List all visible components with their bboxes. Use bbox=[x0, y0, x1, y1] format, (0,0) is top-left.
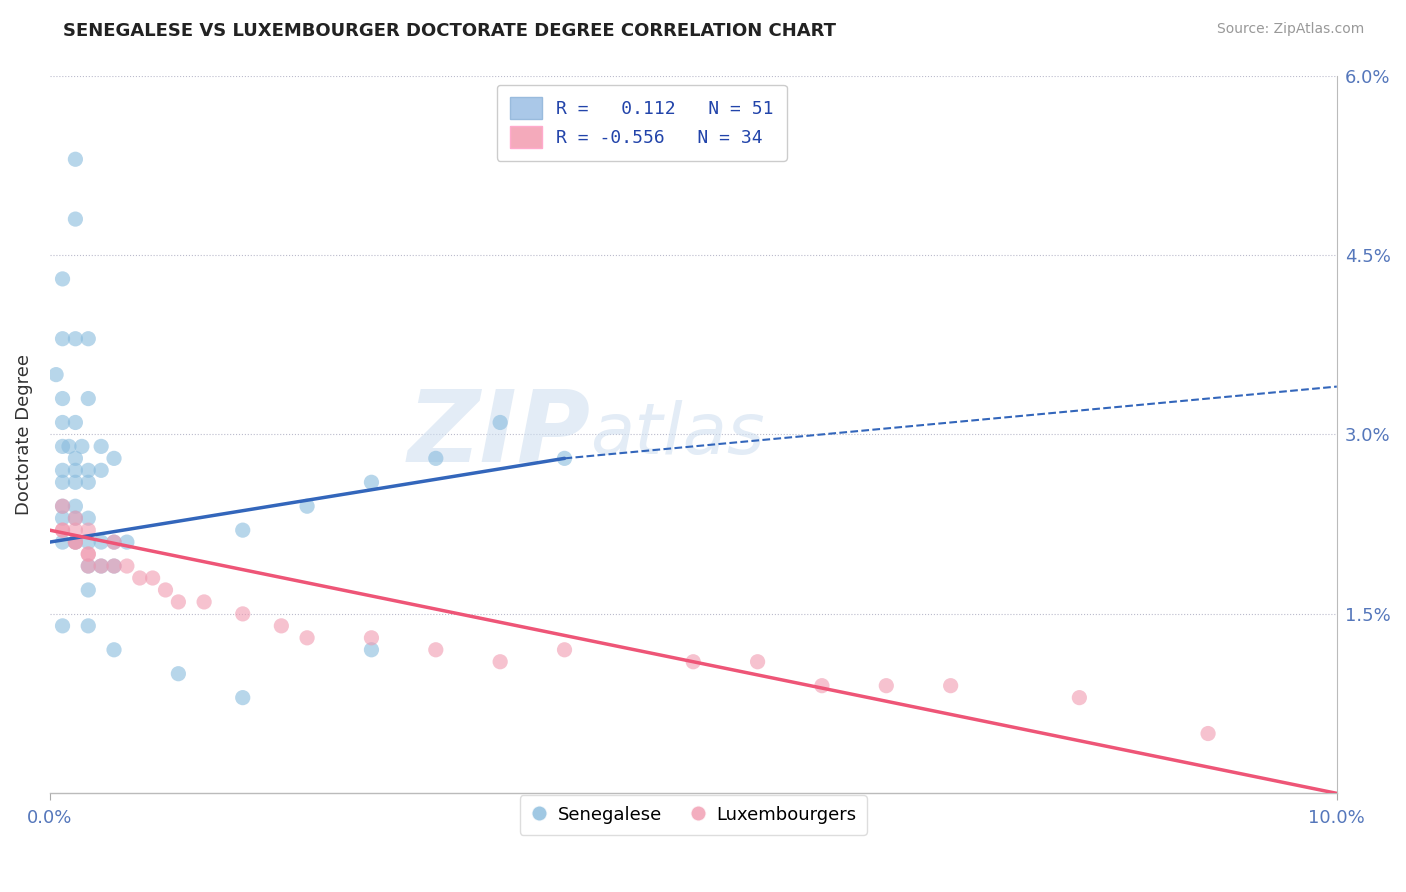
Text: atlas: atlas bbox=[591, 400, 765, 469]
Point bbox=[65, 511, 87, 525]
Point bbox=[167, 595, 190, 609]
Point bbox=[295, 631, 318, 645]
Point bbox=[103, 535, 125, 549]
Point bbox=[51, 475, 73, 490]
Point bbox=[270, 619, 292, 633]
Point bbox=[77, 547, 100, 561]
Point bbox=[747, 655, 769, 669]
Point bbox=[425, 451, 447, 466]
Point bbox=[103, 559, 125, 574]
Point bbox=[77, 559, 100, 574]
Point bbox=[51, 332, 73, 346]
Point bbox=[103, 642, 125, 657]
Point bbox=[1197, 726, 1219, 740]
Point bbox=[65, 212, 87, 227]
Point bbox=[77, 332, 100, 346]
Point bbox=[77, 547, 100, 561]
Point bbox=[115, 535, 138, 549]
Point bbox=[295, 500, 318, 514]
Point bbox=[232, 690, 254, 705]
Point bbox=[115, 559, 138, 574]
Point bbox=[155, 582, 177, 597]
Point bbox=[51, 416, 73, 430]
Point bbox=[65, 463, 87, 477]
Point bbox=[489, 655, 512, 669]
Point bbox=[70, 439, 93, 453]
Point bbox=[65, 332, 87, 346]
Point bbox=[103, 559, 125, 574]
Text: ZIP: ZIP bbox=[408, 386, 591, 483]
Point bbox=[90, 559, 112, 574]
Point bbox=[65, 451, 87, 466]
Text: SENEGALESE VS LUXEMBOURGER DOCTORATE DEGREE CORRELATION CHART: SENEGALESE VS LUXEMBOURGER DOCTORATE DEG… bbox=[63, 22, 837, 40]
Point bbox=[128, 571, 150, 585]
Point bbox=[103, 535, 125, 549]
Y-axis label: Doctorate Degree: Doctorate Degree bbox=[15, 354, 32, 515]
Point bbox=[77, 511, 100, 525]
Point bbox=[193, 595, 215, 609]
Point bbox=[77, 619, 100, 633]
Point bbox=[51, 463, 73, 477]
Point bbox=[65, 511, 87, 525]
Point bbox=[51, 500, 73, 514]
Point bbox=[51, 523, 73, 537]
Point bbox=[77, 392, 100, 406]
Point bbox=[77, 463, 100, 477]
Point bbox=[77, 523, 100, 537]
Point bbox=[939, 679, 962, 693]
Point bbox=[360, 642, 382, 657]
Point bbox=[232, 523, 254, 537]
Point bbox=[875, 679, 897, 693]
Point bbox=[45, 368, 67, 382]
Point bbox=[1069, 690, 1091, 705]
Point bbox=[51, 272, 73, 286]
Point bbox=[90, 463, 112, 477]
Point bbox=[167, 666, 190, 681]
Point bbox=[489, 416, 512, 430]
Point bbox=[65, 153, 87, 167]
Point bbox=[77, 535, 100, 549]
Point bbox=[360, 631, 382, 645]
Point bbox=[142, 571, 165, 585]
Legend: Senegalese, Luxembourgers: Senegalese, Luxembourgers bbox=[520, 795, 868, 835]
Point bbox=[90, 535, 112, 549]
Point bbox=[232, 607, 254, 621]
Point bbox=[65, 535, 87, 549]
Point bbox=[65, 523, 87, 537]
Point bbox=[51, 511, 73, 525]
Point bbox=[77, 582, 100, 597]
Point bbox=[65, 535, 87, 549]
Point bbox=[51, 619, 73, 633]
Text: Source: ZipAtlas.com: Source: ZipAtlas.com bbox=[1216, 22, 1364, 37]
Point bbox=[51, 500, 73, 514]
Point bbox=[65, 475, 87, 490]
Point bbox=[90, 439, 112, 453]
Point bbox=[65, 416, 87, 430]
Point bbox=[77, 475, 100, 490]
Point bbox=[51, 392, 73, 406]
Point bbox=[554, 642, 576, 657]
Point bbox=[51, 439, 73, 453]
Point bbox=[65, 535, 87, 549]
Point bbox=[51, 523, 73, 537]
Point bbox=[58, 439, 80, 453]
Point bbox=[554, 451, 576, 466]
Point bbox=[811, 679, 834, 693]
Point bbox=[360, 475, 382, 490]
Point bbox=[682, 655, 704, 669]
Point bbox=[65, 500, 87, 514]
Point bbox=[425, 642, 447, 657]
Point bbox=[77, 559, 100, 574]
Point bbox=[51, 535, 73, 549]
Point bbox=[90, 559, 112, 574]
Point bbox=[103, 451, 125, 466]
